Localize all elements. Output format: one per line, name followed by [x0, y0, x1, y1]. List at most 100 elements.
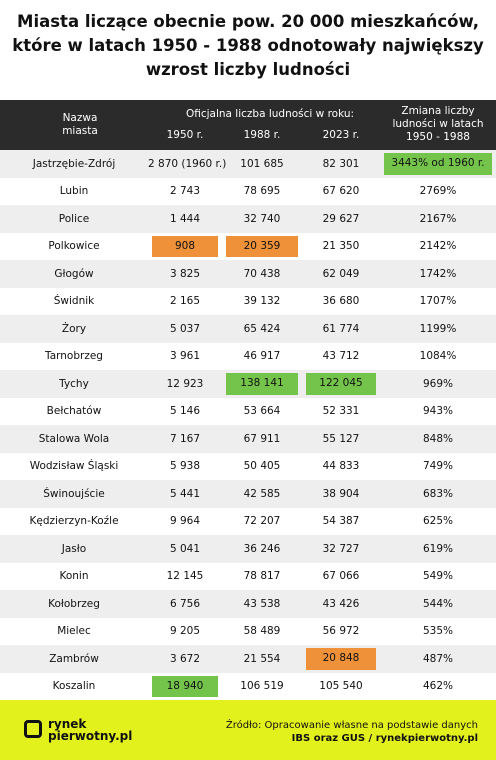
table-row: Tarnobrzeg 3 961 46 917 43 712 1084% — [0, 343, 496, 371]
cell: 138 141 — [222, 370, 302, 398]
table-row: Konin 12 145 78 817 67 066 549% — [0, 563, 496, 591]
cell: 2 870 (1960 r.) — [148, 150, 226, 178]
cell: 36 246 — [222, 535, 302, 563]
cell: 106 519 — [240, 680, 284, 693]
cell: 43 712 — [322, 350, 360, 363]
cell: 1199% — [380, 315, 496, 343]
city-name: Zambrów — [0, 645, 148, 673]
cell: 848% — [380, 425, 496, 453]
cell: 67 066 — [322, 570, 360, 583]
cell: 36 680 — [322, 295, 360, 308]
table-row: Świnoujście 5 441 42 585 38 904 683% — [0, 480, 496, 508]
cell: 2769% — [419, 185, 457, 198]
cell: 1084% — [419, 350, 457, 363]
cell: 5 938 — [169, 460, 201, 473]
city-name: Tarnobrzeg — [45, 350, 103, 363]
cell: 908 — [148, 233, 222, 261]
cell: 65 424 — [222, 315, 302, 343]
city-name: Tychy — [0, 370, 148, 398]
cell: 52 331 — [322, 405, 360, 418]
logo-icon — [24, 720, 42, 738]
cell: 101 685 — [222, 150, 302, 178]
footer: rynek pierwotny.pl Źródło: Opracowanie w… — [0, 700, 496, 760]
cell: 1 444 — [148, 205, 222, 233]
city-name: Wodzisław Śląski — [29, 460, 119, 473]
cell: 20 359 — [222, 233, 302, 261]
highlighted-value: 20 848 — [306, 648, 376, 670]
cell: 7 167 — [148, 425, 222, 453]
city-name: Stalowa Wola — [0, 425, 148, 453]
title-line: wzrost liczby ludności — [145, 60, 351, 79]
cell: 18 940 — [148, 673, 222, 701]
cell: 61 774 — [302, 315, 380, 343]
highlighted-value: 20 359 — [226, 235, 298, 257]
city-name: Police — [0, 205, 148, 233]
table-row: Jasło 5 041 36 246 32 727 619% — [0, 535, 496, 563]
cell: 749% — [422, 460, 454, 473]
cell: 3443% od 1960 r. — [380, 150, 496, 178]
cell: 9 964 — [169, 515, 201, 528]
table-row: Świdnik 2 165 39 132 36 680 1707% — [0, 288, 496, 316]
city-name: Bełchatów — [46, 405, 102, 418]
table-header: Nazwa miasta Oficjalna liczba ludności w… — [0, 100, 496, 150]
cell: 43 426 — [302, 590, 380, 618]
cell: 462% — [422, 680, 454, 693]
highlighted-value: 908 — [152, 235, 218, 257]
cell: 21 350 — [322, 240, 360, 253]
cell: 9 205 — [169, 625, 201, 638]
logo-text: rynek — [48, 717, 87, 731]
cell: 105 540 — [319, 680, 363, 693]
cell: 70 438 — [222, 260, 302, 288]
cell: 487% — [380, 645, 496, 673]
cell: 32 740 — [222, 205, 302, 233]
city-name: Kędzierzyn-Koźle — [29, 515, 119, 528]
logo-text: pierwotny.pl — [48, 729, 133, 743]
table-row: Police 1 444 32 740 29 627 2167% — [0, 205, 496, 233]
cell: 969% — [380, 370, 496, 398]
cell: 56 972 — [322, 625, 360, 638]
cell: 46 917 — [243, 350, 281, 363]
cell: 3 961 — [169, 350, 201, 363]
cell: 5 041 — [148, 535, 222, 563]
cell: 39 132 — [243, 295, 281, 308]
source-line: Źródło: Opracowanie własne na podstawie … — [225, 720, 478, 731]
city-name: Głogów — [0, 260, 148, 288]
column-header: 2023 r. — [322, 129, 360, 141]
cell: 3 672 — [148, 645, 222, 673]
cell: 1742% — [380, 260, 496, 288]
cell: 2142% — [419, 240, 457, 253]
cell: 82 301 — [302, 150, 380, 178]
cell: 943% — [422, 405, 454, 418]
cell: 625% — [422, 515, 454, 528]
cell: 55 127 — [302, 425, 380, 453]
cell: 535% — [422, 625, 454, 638]
cell: 544% — [380, 590, 496, 618]
cell: 38 904 — [302, 480, 380, 508]
table-row: Lubin 2 743 78 695 67 620 2769% — [0, 178, 496, 206]
table-row: Kołobrzeg 6 756 43 538 43 426 544% — [0, 590, 496, 618]
cell: 44 833 — [322, 460, 360, 473]
cell: 53 664 — [243, 405, 281, 418]
title-line: Miasta liczące obecnie pow. 20 000 miesz… — [17, 12, 479, 31]
cell: 72 207 — [243, 515, 281, 528]
highlighted-value: 18 940 — [152, 675, 218, 697]
title: Miasta liczące obecnie pow. 20 000 miesz… — [0, 10, 496, 82]
cell: 122 045 — [302, 370, 380, 398]
cell: 683% — [380, 480, 496, 508]
cell: 2 165 — [169, 295, 201, 308]
city-name: Kołobrzeg — [0, 590, 148, 618]
cell: 2 743 — [169, 185, 201, 198]
table-row: Mielec 9 205 58 489 56 972 535% — [0, 618, 496, 646]
highlighted-value: 3443% od 1960 r. — [384, 153, 492, 175]
cell: 12 923 — [148, 370, 222, 398]
cell: 21 554 — [222, 645, 302, 673]
table-row: Zambrów 3 672 21 554 20 848 487% — [0, 645, 496, 673]
table-row: Stalowa Wola 7 167 67 911 55 127 848% — [0, 425, 496, 453]
cell: 67 911 — [222, 425, 302, 453]
cell: 1707% — [419, 295, 457, 308]
cell: 42 585 — [222, 480, 302, 508]
cell: 29 627 — [302, 205, 380, 233]
city-name: Świdnik — [53, 295, 95, 308]
column-header: Nazwa miasta — [62, 112, 98, 137]
